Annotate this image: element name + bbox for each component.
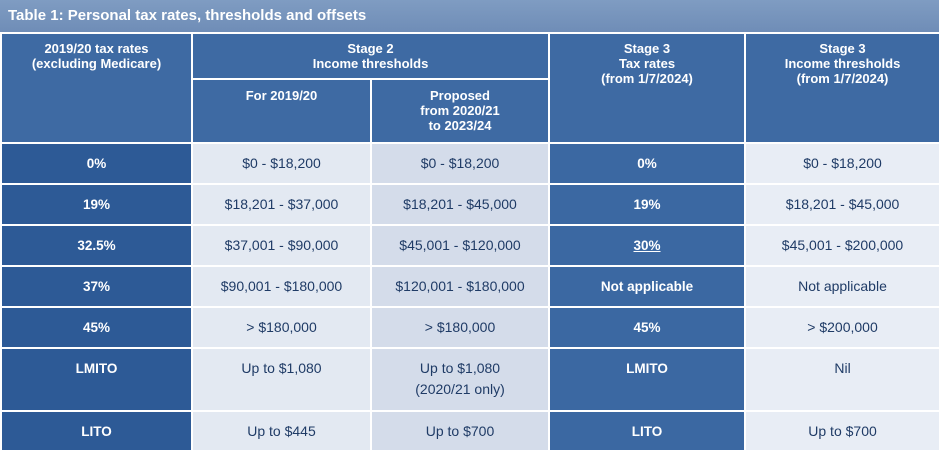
header-line: Income thresholds xyxy=(784,56,901,71)
table-row: 37% $90,001 - $180,000 $120,001 - $180,0… xyxy=(0,265,939,308)
header-stage2: Stage 2 Income thresholds xyxy=(190,32,551,80)
threshold-proposed-cell: $45,001 - $120,000 xyxy=(369,224,551,267)
stage3-rate-cell: LITO xyxy=(548,410,747,452)
threshold-proposed-cell: Up to $1,080 (2020/21 only) xyxy=(369,347,551,412)
rate-cell: 37% xyxy=(0,265,193,308)
stage3-threshold-cell: Up to $700 xyxy=(744,410,939,452)
table-row: 0% $0 - $18,200 $0 - $18,200 0% $0 - $18… xyxy=(0,142,939,185)
table-title: Table 1: Personal tax rates, thresholds … xyxy=(0,0,939,32)
stage3-rate-cell: 45% xyxy=(548,306,747,349)
stage3-rate-cell: Not applicable xyxy=(548,265,747,308)
header-line: (from 1/7/2024) xyxy=(601,71,693,86)
header-line: Proposed xyxy=(430,88,490,103)
header-stage3-rates: Stage 3 Tax rates (from 1/7/2024) xyxy=(548,32,747,144)
threshold-2019-20-cell: $18,201 - $37,000 xyxy=(191,183,372,226)
stage3-rate-underlined: 30% xyxy=(633,238,661,253)
rate-cell: 19% xyxy=(0,183,193,226)
rate-cell: 0% xyxy=(0,142,193,185)
rate-cell: LITO xyxy=(0,410,193,452)
threshold-2019-20-cell: Up to $445 xyxy=(191,410,372,452)
header-line: (excluding Medicare) xyxy=(31,56,162,71)
header-line: Tax rates xyxy=(618,56,676,71)
stage3-rate-cell: LMITO xyxy=(548,347,747,412)
header-stage3-thresholds: Stage 3 Income thresholds (from 1/7/2024… xyxy=(744,32,939,144)
rate-cell: 45% xyxy=(0,306,193,349)
threshold-2019-20-cell: $0 - $18,200 xyxy=(191,142,372,185)
rate-cell: 32.5% xyxy=(0,224,193,267)
stage3-threshold-cell: $45,001 - $200,000 xyxy=(744,224,939,267)
stage3-threshold-cell: $18,201 - $45,000 xyxy=(744,183,939,226)
tax-rates-table: 2019/20 tax rates (excluding Medicare) S… xyxy=(0,32,939,452)
stage3-threshold-cell: > $200,000 xyxy=(744,306,939,349)
proposed-note: (2020/21 only) xyxy=(415,381,505,397)
table-row: LITO Up to $445 Up to $700 LITO Up to $7… xyxy=(0,410,939,452)
header-line: Stage 3 xyxy=(623,41,671,56)
threshold-proposed-cell: $18,201 - $45,000 xyxy=(369,183,551,226)
header-line: 2019/20 tax rates xyxy=(44,41,149,56)
table-row: 19% $18,201 - $37,000 $18,201 - $45,000 … xyxy=(0,183,939,226)
header-line: Income thresholds xyxy=(312,56,429,71)
header-line: to 2023/24 xyxy=(428,118,492,133)
table-row: 32.5% $37,001 - $90,000 $45,001 - $120,0… xyxy=(0,224,939,267)
header-for-2019-20: For 2019/20 xyxy=(191,78,372,144)
header-line: (from 1/7/2024) xyxy=(796,71,889,86)
table-row: LMITO Up to $1,080 Up to $1,080 (2020/21… xyxy=(0,347,939,412)
header-line: Stage 2 xyxy=(347,41,394,56)
rate-cell: LMITO xyxy=(0,347,193,412)
header-proposed: Proposed from 2020/21 to 2023/24 xyxy=(369,78,551,144)
header-line: Stage 3 xyxy=(819,41,866,56)
header-2019-20-rates: 2019/20 tax rates (excluding Medicare) xyxy=(0,32,193,144)
stage3-threshold-cell: Nil xyxy=(744,347,939,412)
proposed-line: Up to $1,080 xyxy=(419,360,501,376)
threshold-2019-20-cell: Up to $1,080 xyxy=(191,347,372,412)
stage3-rate-cell: 0% xyxy=(548,142,747,185)
header-line: from 2020/21 xyxy=(420,103,500,118)
stage3-rate-cell: 19% xyxy=(548,183,747,226)
stage3-threshold-cell: $0 - $18,200 xyxy=(744,142,939,185)
stage3-threshold-cell: Not applicable xyxy=(744,265,939,308)
threshold-proposed-cell: > $180,000 xyxy=(369,306,551,349)
threshold-2019-20-cell: > $180,000 xyxy=(191,306,372,349)
threshold-proposed-cell: Up to $700 xyxy=(369,410,551,452)
threshold-2019-20-cell: $90,001 - $180,000 xyxy=(191,265,372,308)
stage3-rate-cell: 30% xyxy=(548,224,747,267)
threshold-2019-20-cell: $37,001 - $90,000 xyxy=(191,224,372,267)
threshold-proposed-cell: $0 - $18,200 xyxy=(369,142,551,185)
threshold-proposed-cell: $120,001 - $180,000 xyxy=(369,265,551,308)
table-row: 45% > $180,000 > $180,000 45% > $200,000 xyxy=(0,306,939,349)
